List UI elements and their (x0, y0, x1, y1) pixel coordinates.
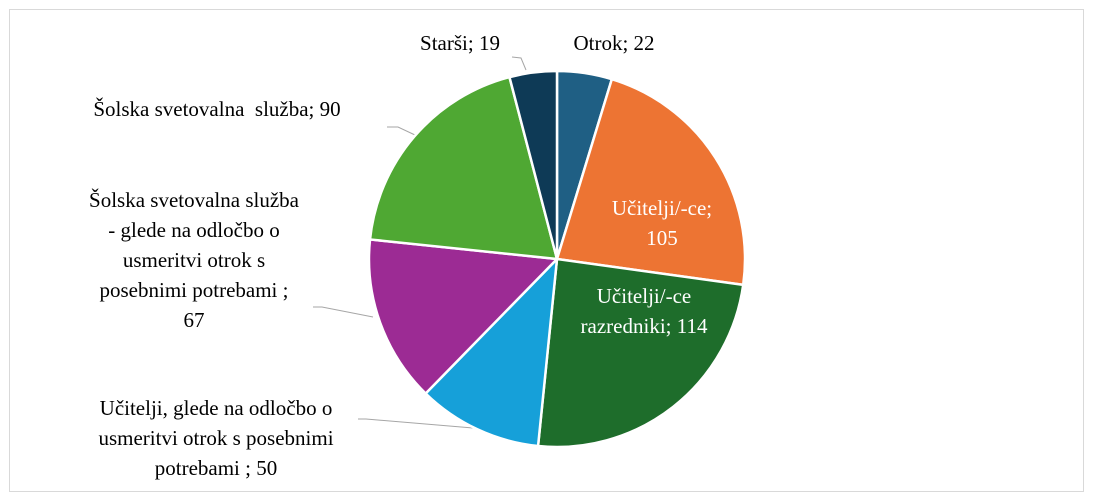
pie-slice (536, 257, 745, 449)
pie-slice (423, 255, 559, 448)
data-label: razredniki; 114 (581, 314, 708, 338)
data-label: usmeritvi otrok s (123, 248, 265, 272)
data-label: 67 (184, 308, 205, 332)
pie-slice (368, 75, 559, 261)
data-label: potrebami ; 50 (155, 456, 277, 480)
leader-line (313, 306, 374, 318)
data-label: Šolska svetovalna služba (89, 188, 300, 212)
data-label: usmeritvi otrok s posebnimi (98, 426, 333, 450)
data-label: Otrok; 22 (573, 31, 654, 55)
data-label: Šolska svetovalna služba; 90 (93, 97, 340, 121)
data-label: Učitelji/-ce; (612, 196, 712, 220)
data-label: - glede na odločbo o (108, 218, 279, 242)
pie-slice (507, 69, 559, 260)
data-label: posebnimi potrebami ; (100, 278, 289, 302)
leader-line (358, 418, 474, 429)
data-label: Starši; 19 (420, 31, 500, 55)
pie-slice (555, 77, 747, 287)
leader-line (387, 126, 416, 136)
data-label: Učitelji, glede na odločbo o (100, 396, 333, 420)
leader-line (511, 56, 527, 71)
data-label: Učitelji/-ce (597, 284, 691, 308)
data-label: 105 (646, 226, 678, 250)
pie-slice (367, 238, 560, 396)
